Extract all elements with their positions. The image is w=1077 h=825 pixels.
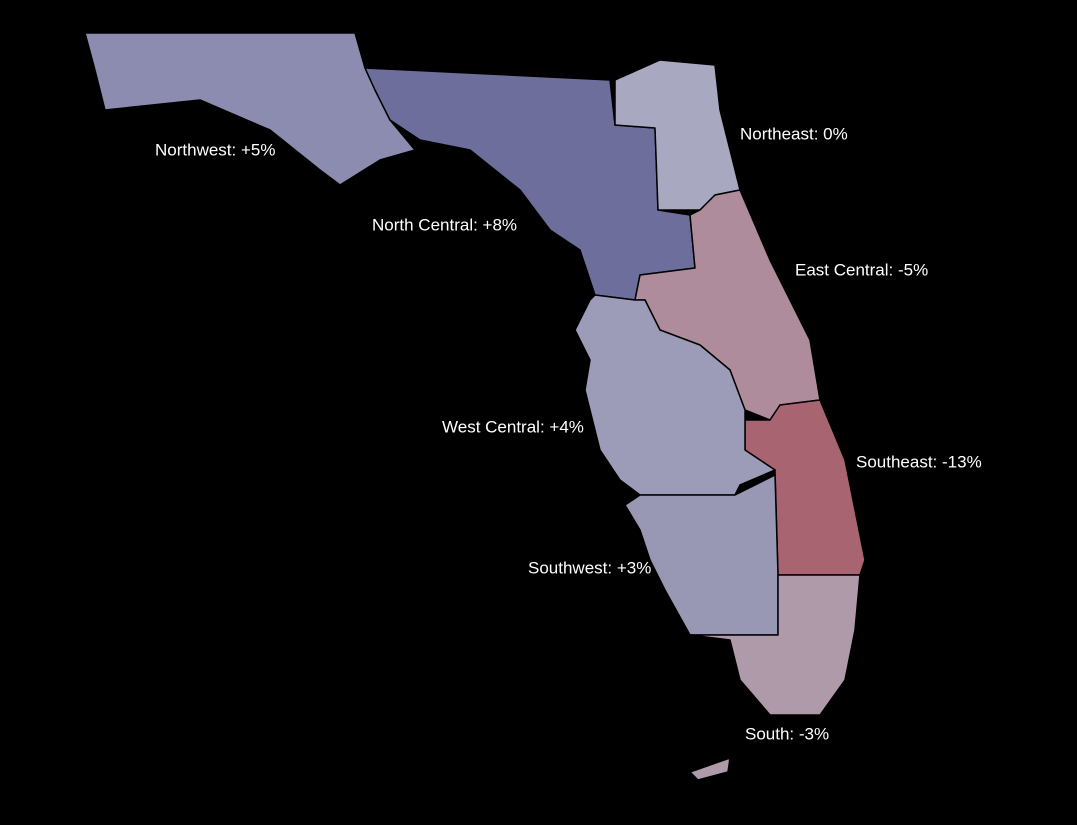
region-label: East Central: -5% [795, 260, 928, 279]
keys [689, 757, 731, 781]
region-west-central [574, 294, 776, 496]
region-label: Northwest: +5% [155, 140, 275, 159]
region-south [689, 574, 861, 716]
region-label: Northeast: 0% [740, 124, 848, 143]
region-label: North Central: +8% [372, 215, 517, 234]
region-label: South: -3% [745, 724, 829, 743]
region-label: Southeast: -13% [856, 452, 982, 471]
region-label: West Central: +4% [442, 417, 584, 436]
region-label: Southwest: +3% [528, 558, 651, 577]
